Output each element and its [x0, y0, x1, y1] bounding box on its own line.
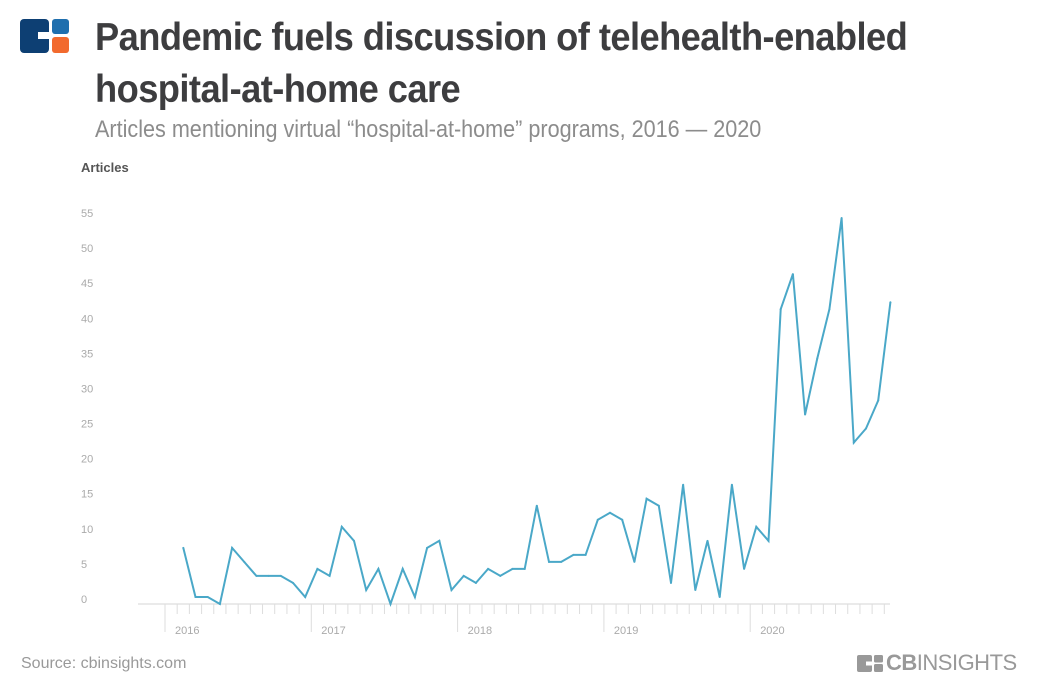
x-tick-label: 2018: [468, 625, 492, 637]
data-point: [596, 518, 599, 521]
data-point: [779, 308, 782, 311]
series-line-group: [182, 217, 892, 608]
data-point: [706, 539, 709, 542]
data-point: [218, 603, 221, 605]
data-point: [535, 504, 538, 507]
series-line: [182, 217, 892, 608]
data-point: [718, 595, 721, 598]
y-tick-label: 5: [81, 559, 87, 571]
data-point: [694, 588, 697, 591]
x-axis: 2016 2017 2018 2019 2020: [138, 603, 890, 637]
y-tick-label: 15: [81, 489, 93, 501]
title-line-2: hospital-at-home care: [95, 68, 461, 111]
data-point: [682, 483, 685, 486]
data-point: [816, 357, 819, 360]
logo-top-right-block: [52, 19, 69, 34]
data-point: [292, 581, 295, 584]
brand-bold: CB: [886, 650, 917, 675]
data-point: [474, 581, 477, 584]
data-point: [840, 217, 843, 219]
data-point: [889, 301, 892, 304]
data-point: [755, 525, 758, 528]
y-tick-label: 0: [81, 594, 87, 606]
y-tick-label: 40: [81, 313, 93, 325]
data-point: [304, 595, 307, 598]
x-tick-label: 2017: [321, 625, 345, 637]
data-point: [487, 567, 490, 570]
data-point: [206, 595, 209, 598]
logo-bottom-right-block: [52, 37, 69, 53]
data-point: [438, 539, 441, 542]
data-point: [633, 560, 636, 563]
data-point: [584, 553, 587, 556]
data-point: [316, 567, 319, 570]
data-point: [852, 441, 855, 444]
data-point: [511, 567, 514, 570]
data-point: [499, 574, 502, 577]
data-point: [426, 546, 429, 549]
y-tick-label: 50: [81, 243, 93, 255]
y-axis: 0 5 10 15 20 25 30 35 40 45 50 55: [81, 208, 93, 606]
data-point: [255, 574, 258, 577]
data-point: [828, 308, 831, 311]
data-point: [365, 588, 368, 591]
data-point: [279, 574, 282, 577]
brand-light: INSIGHTS: [916, 650, 1017, 675]
data-point: [877, 399, 880, 402]
data-point: [560, 560, 563, 563]
y-tick-label: 10: [81, 524, 93, 536]
chart-title: Pandemic fuels discussion of telehealth-…: [95, 12, 908, 116]
y-tick-label: 25: [81, 419, 93, 431]
data-point: [523, 567, 526, 570]
data-point: [267, 574, 270, 577]
x-tick-label: 2016: [175, 625, 199, 637]
source-note: Source: cbinsights.com: [21, 655, 187, 672]
data-point: [621, 518, 624, 521]
y-axis-label: Articles: [81, 160, 129, 175]
data-point: [401, 567, 404, 570]
data-point: [743, 567, 746, 570]
logo-left-block: [20, 19, 49, 53]
data-point: [182, 546, 185, 549]
data-point: [657, 504, 660, 507]
data-point: [450, 588, 453, 591]
data-point: [328, 574, 331, 577]
x-tick-label: 2020: [760, 625, 784, 637]
data-point: [865, 427, 868, 430]
data-point: [804, 413, 807, 416]
cb-insights-wordmark: CBINSIGHTS: [857, 650, 1017, 676]
data-point: [645, 497, 648, 500]
data-point: [730, 483, 733, 486]
y-tick-label: 30: [81, 383, 93, 395]
cb-insights-logo: [20, 19, 69, 53]
data-point: [669, 581, 672, 584]
data-point: [340, 525, 343, 528]
data-point: [767, 539, 770, 542]
data-point: [243, 560, 246, 563]
x-tick-label: 2019: [614, 625, 638, 637]
title-line-1: Pandemic fuels discussion of telehealth-…: [95, 16, 908, 59]
data-point: [413, 595, 416, 598]
y-tick-label: 35: [81, 348, 93, 360]
data-point: [462, 574, 465, 577]
data-point: [352, 539, 355, 542]
chart-subtitle: Articles mentioning virtual “hospital-at…: [95, 116, 762, 143]
data-point: [231, 546, 234, 549]
data-point: [548, 560, 551, 563]
cb-insights-mark-icon: [857, 654, 883, 672]
data-point: [389, 603, 392, 605]
y-tick-label: 20: [81, 454, 93, 466]
data-point: [194, 595, 197, 598]
y-tick-label: 45: [81, 278, 93, 290]
data-point: [791, 273, 794, 276]
y-tick-label: 55: [81, 208, 93, 220]
data-point: [608, 511, 611, 514]
data-point: [377, 567, 380, 570]
data-point: [572, 553, 575, 556]
